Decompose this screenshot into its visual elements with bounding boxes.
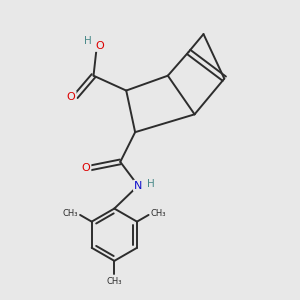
Text: H: H — [84, 36, 92, 46]
Text: CH₃: CH₃ — [106, 277, 122, 286]
Text: O: O — [82, 163, 91, 173]
Text: O: O — [67, 92, 76, 101]
Text: N: N — [134, 181, 142, 191]
Text: O: O — [95, 41, 104, 51]
Text: CH₃: CH₃ — [62, 209, 78, 218]
Text: H: H — [147, 179, 154, 189]
Text: CH₃: CH₃ — [151, 209, 166, 218]
